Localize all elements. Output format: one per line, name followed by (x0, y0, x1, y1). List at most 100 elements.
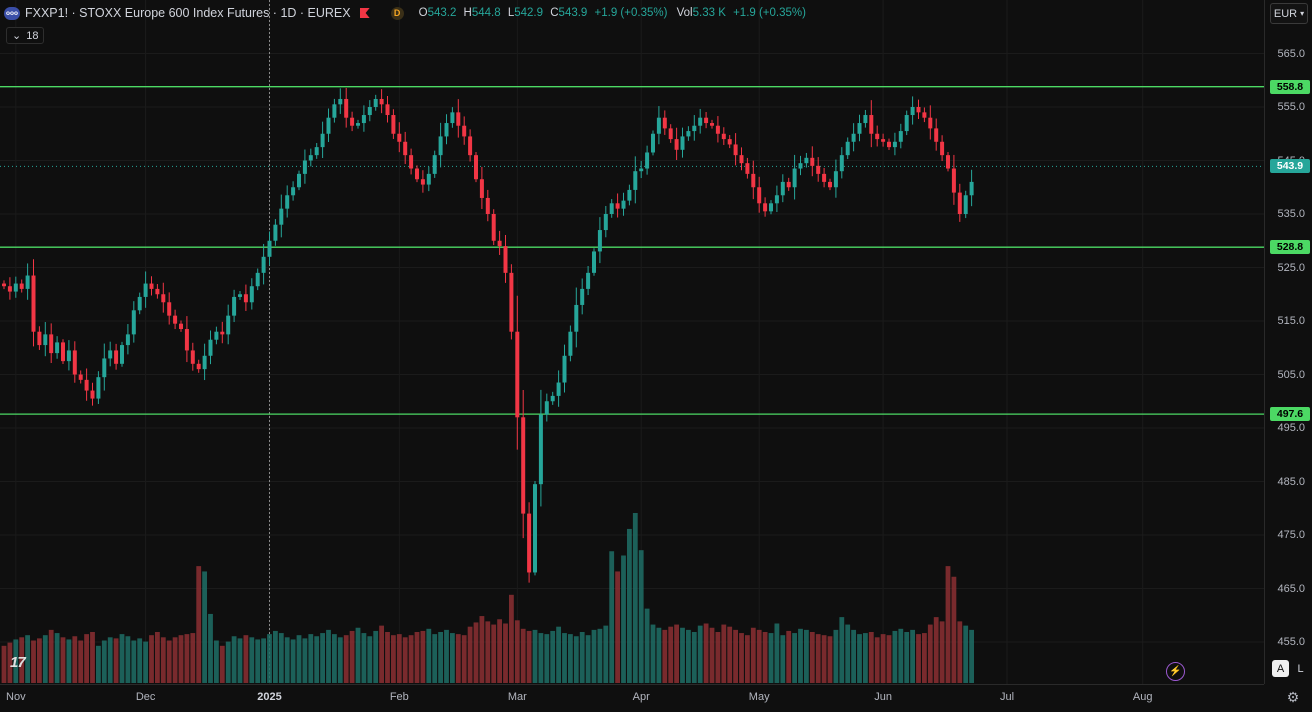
auto-scale-button[interactable]: A (1272, 660, 1289, 677)
currency-selector[interactable]: EUR ▾ (1270, 3, 1308, 24)
candle (515, 331, 520, 418)
time-tick-label: May (748, 691, 770, 703)
candle (297, 173, 301, 188)
candle (267, 240, 272, 257)
candle (173, 315, 178, 324)
volume-bar (809, 632, 815, 683)
candle (273, 224, 278, 241)
chart-canvas[interactable] (0, 0, 1264, 684)
symbol-title[interactable]: FXXP1! · STOXX Europe 600 Index Futures … (25, 6, 351, 20)
candle (721, 133, 726, 140)
volume-bar (1, 645, 7, 683)
volume-bar (774, 623, 780, 683)
candle (326, 117, 331, 134)
candle (568, 331, 573, 356)
candle (161, 294, 166, 303)
volume-bar (367, 636, 373, 683)
volume-bar (526, 630, 532, 683)
candle (928, 117, 933, 129)
candle (367, 107, 372, 116)
volume-bar (284, 637, 290, 683)
lightning-icon[interactable]: ⚡ (1166, 662, 1185, 681)
candle (474, 155, 478, 180)
candle (320, 133, 325, 148)
candle (314, 147, 319, 156)
candle (674, 139, 679, 150)
volume-bar (391, 635, 396, 683)
price-chart[interactable] (0, 0, 1264, 684)
volume-bar (7, 642, 13, 683)
symbol-logo-icon: ooo (4, 6, 20, 20)
volume-bar (886, 635, 892, 683)
candle (934, 128, 939, 142)
candle (143, 283, 148, 297)
volume-bar (532, 629, 538, 683)
level-price-badge[interactable]: 558.8 (1270, 79, 1310, 94)
candle (757, 187, 762, 204)
volume-bar (48, 629, 54, 683)
price-axis[interactable]: 565.0555.0545.0535.0525.0515.0505.0495.0… (1264, 0, 1312, 684)
candle (633, 171, 638, 190)
volume-bar (13, 639, 19, 683)
level-price-badge[interactable]: 528.8 (1270, 240, 1310, 255)
open-value: 543.2 (427, 7, 457, 19)
time-tick-label: Dec (135, 691, 156, 703)
candle (969, 181, 974, 196)
candle (332, 104, 337, 118)
delayed-data-badge[interactable]: D (390, 6, 404, 20)
volume-bar (455, 634, 461, 683)
volume-bar (721, 624, 727, 683)
time-tick-label: Aug (1132, 691, 1153, 703)
volume-bar (632, 513, 638, 683)
candle (845, 141, 850, 156)
volume-bar (691, 632, 697, 683)
volume-bar (214, 640, 219, 683)
candle (232, 296, 237, 316)
time-axis[interactable]: Nov Dec 2025 Feb Mar Apr May Jun Jul Aug (0, 684, 1264, 712)
indicators-toggle[interactable]: ⌄ 18 (6, 27, 45, 44)
volume-bar (609, 551, 615, 683)
candle (621, 200, 626, 209)
candle (361, 115, 366, 124)
log-scale-button[interactable]: L (1297, 662, 1304, 675)
volume-bar (420, 630, 426, 683)
candle (485, 197, 490, 214)
candle (468, 136, 473, 156)
candle (816, 165, 821, 174)
price-tick-label: 485.0 (1277, 475, 1305, 488)
volume-bar (84, 634, 89, 683)
candle (308, 155, 313, 161)
candle (922, 112, 927, 118)
candle (645, 152, 650, 169)
candle (61, 342, 65, 362)
chevron-down-icon: ▾ (1300, 9, 1305, 18)
candle (869, 115, 874, 134)
volume-bar (656, 627, 662, 683)
candle (7, 286, 12, 292)
candle (786, 181, 791, 188)
candle (651, 133, 655, 153)
volume-bar (573, 636, 579, 683)
last-price-badge: 543.9 (1270, 159, 1310, 174)
candle (763, 203, 768, 212)
volume-bar (143, 641, 148, 683)
candle (774, 195, 779, 204)
candle (751, 173, 756, 188)
volume-bar (827, 636, 833, 683)
candle (249, 286, 254, 303)
candle (438, 136, 443, 156)
tradingview-logo-icon[interactable]: 17 (10, 654, 26, 671)
candle (102, 358, 107, 378)
candle (190, 350, 195, 364)
price-tick-label: 535.0 (1277, 208, 1305, 220)
gear-icon[interactable]: ⚙ (1286, 688, 1300, 705)
candle (462, 125, 467, 137)
volume-bar (892, 630, 898, 683)
candle (946, 155, 950, 169)
level-price-badge[interactable]: 497.6 (1270, 407, 1310, 422)
candle (214, 331, 219, 340)
candle (916, 107, 921, 113)
volume-bar (674, 624, 679, 683)
volume-bar (845, 624, 851, 683)
volume-bar (131, 640, 137, 683)
